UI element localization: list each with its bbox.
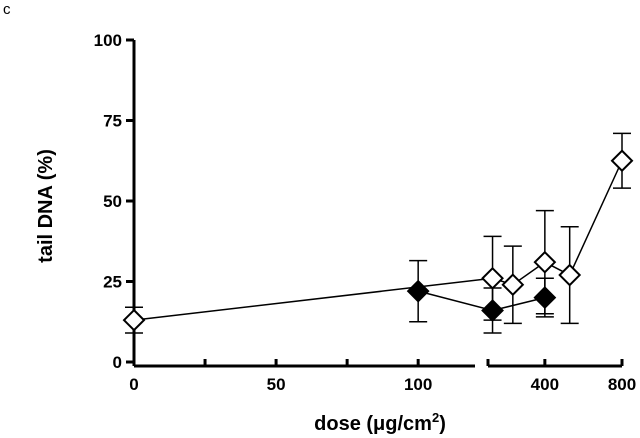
x-axis-title: dose (μg/cm2) [314, 410, 446, 435]
x-tick-labels: 0 50 100 400 800 [129, 375, 636, 394]
series-line-1 [133, 160, 623, 321]
data-point-filled-diamond [481, 299, 504, 322]
y-tick-labels: 0 25 50 75 100 [94, 31, 122, 372]
data-point-open-diamond [481, 266, 504, 290]
x-tick-label: 0 [129, 375, 138, 394]
data-point-filled-diamond [533, 286, 557, 310]
x-axis-title-end: ) [439, 413, 446, 435]
x-tick-label: 100 [404, 375, 432, 394]
y-tick-label: 25 [103, 273, 122, 292]
data-point-open-diamond [558, 263, 582, 287]
x-tick-label: 400 [531, 375, 559, 394]
data-point-open-diamond [610, 149, 634, 173]
data-point-open-diamond [533, 250, 557, 274]
data-point-filled-diamond [406, 279, 430, 303]
series-line-2 [417, 290, 546, 312]
error-bars [125, 132, 631, 334]
y-tick-label: 100 [94, 31, 122, 50]
x-axis-title-main: dose (μg/cm [314, 413, 432, 435]
x-tick-label: 50 [267, 375, 286, 394]
data-point-open-diamond [501, 273, 525, 297]
x-axis-title-sup: 2 [432, 410, 439, 425]
data-markers [122, 149, 634, 332]
x-tick-label: 800 [608, 375, 636, 394]
y-axis-title: tail DNA (%) [35, 149, 57, 263]
data-point-open-diamond [122, 308, 146, 332]
panel-label: c [3, 1, 11, 18]
y-tick-label: 75 [103, 112, 122, 131]
y-tick-label: 0 [113, 353, 122, 372]
y-tick-label: 50 [103, 192, 122, 211]
